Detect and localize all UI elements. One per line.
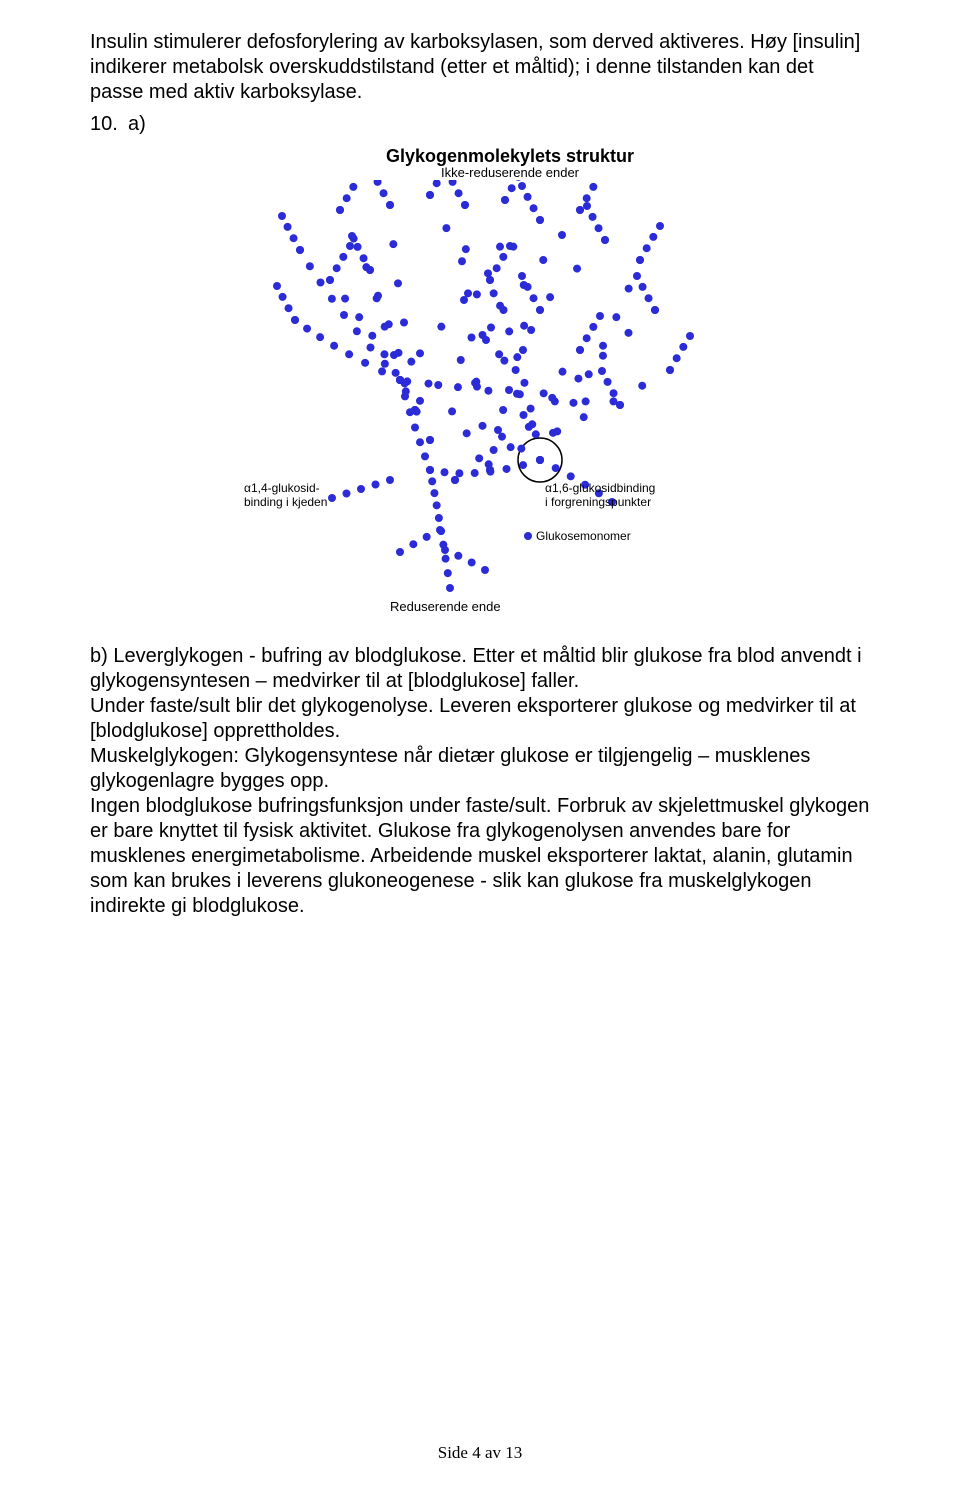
question-row: 10. a) bbox=[90, 113, 870, 136]
page: Insulin stimulerer defosforylering av ka… bbox=[0, 0, 960, 1497]
diagram-title: Glykogenmolekylets struktur bbox=[240, 146, 780, 167]
diagram-canvas: α1,4-glukosid- binding i kjeden α1,6-glu… bbox=[240, 180, 780, 630]
paragraph-b: b) Leverglykogen - bufring av blodglukos… bbox=[90, 644, 870, 919]
question-sub: a) bbox=[128, 113, 146, 136]
question-number: 10. bbox=[90, 113, 128, 136]
intro-paragraph: Insulin stimulerer defosforylering av ka… bbox=[90, 30, 870, 105]
page-footer: Side 4 av 13 bbox=[0, 1443, 960, 1463]
label-reducing-end: Reduserende ende bbox=[390, 600, 501, 615]
diagram-subtitle: Ikke-reduserende ender bbox=[240, 165, 780, 180]
glycogen-svg bbox=[240, 180, 780, 630]
label-alpha16-b: i forgreningspunkter bbox=[545, 496, 651, 510]
label-alpha16-a: α1,6-glukosidbinding bbox=[545, 482, 655, 496]
label-monomer: Glukosemonomer bbox=[536, 530, 631, 544]
label-alpha14-a: α1,4-glukosid- bbox=[244, 482, 320, 496]
diagram: Glykogenmolekylets struktur Ikke-reduser… bbox=[240, 146, 780, 630]
label-alpha14-b: binding i kjeden bbox=[244, 496, 327, 510]
